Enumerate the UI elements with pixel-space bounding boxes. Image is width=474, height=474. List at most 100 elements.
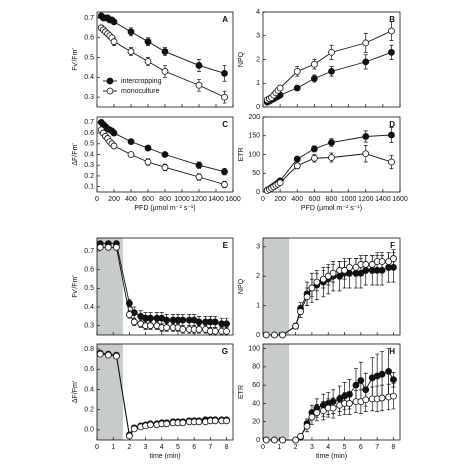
data-point bbox=[211, 417, 219, 425]
data-point bbox=[378, 394, 386, 402]
x-tick-label: 800 bbox=[326, 196, 338, 203]
y-axis-label: NPQ bbox=[238, 278, 245, 294]
y-axis-label: Fv'/Fm' bbox=[72, 275, 79, 298]
data-point bbox=[293, 162, 301, 170]
data-point bbox=[271, 331, 278, 339]
data-point bbox=[223, 417, 230, 425]
data-point bbox=[297, 308, 304, 315]
data-point bbox=[293, 155, 301, 163]
x-tick-label: 3 bbox=[144, 444, 148, 451]
y-tick-label: 20 bbox=[252, 419, 260, 426]
legend-label: intercropping bbox=[121, 78, 162, 85]
x-tick-label: 0 bbox=[95, 196, 99, 203]
x-tick-label: 6 bbox=[192, 444, 196, 451]
series-line bbox=[100, 27, 225, 98]
x-tick-label: 1 bbox=[277, 444, 281, 451]
y-tick-label: 0.3 bbox=[84, 162, 94, 169]
data-point bbox=[195, 173, 203, 181]
x-tick-label: 600 bbox=[309, 196, 321, 203]
data-point bbox=[362, 39, 370, 47]
data-point bbox=[127, 28, 135, 36]
data-point bbox=[147, 421, 154, 429]
data-point bbox=[163, 324, 171, 331]
data-point bbox=[303, 422, 311, 430]
series-line bbox=[267, 30, 392, 101]
panel-letter: A bbox=[222, 15, 228, 24]
x-tick-label: 4 bbox=[326, 444, 330, 451]
data-point bbox=[357, 377, 365, 384]
y-tick-label: 1 bbox=[256, 80, 260, 87]
data-point bbox=[130, 318, 138, 326]
data-point bbox=[329, 404, 337, 412]
x-tick-label: 7 bbox=[208, 444, 212, 451]
y-tick-label: 60 bbox=[252, 382, 260, 389]
shaded-region bbox=[263, 344, 290, 440]
data-point bbox=[110, 18, 118, 26]
data-point bbox=[388, 48, 395, 56]
x-tick-label: 1200 bbox=[358, 196, 374, 203]
data-point bbox=[271, 436, 278, 444]
data-point bbox=[104, 243, 112, 251]
data-point bbox=[276, 84, 284, 92]
data-point bbox=[163, 316, 171, 324]
y-axis-label: Fv'/Fm' bbox=[72, 48, 79, 71]
data-point bbox=[390, 392, 397, 400]
data-point bbox=[195, 326, 203, 333]
data-point bbox=[292, 322, 300, 330]
y-tick-label: 0.4 bbox=[84, 386, 94, 393]
panel-letter: G bbox=[222, 347, 228, 356]
x-tick-label: 1600 bbox=[392, 196, 408, 203]
x-tick-label: 3 bbox=[310, 444, 314, 451]
data-point bbox=[378, 258, 386, 265]
y-tick-label: 0.6 bbox=[84, 267, 94, 274]
data-point bbox=[144, 144, 152, 152]
data-point bbox=[161, 67, 169, 75]
y-tick-label: 0.5 bbox=[84, 285, 94, 292]
data-point bbox=[292, 436, 300, 444]
data-point bbox=[385, 258, 392, 265]
x-tick-label: 400 bbox=[291, 196, 303, 203]
shaded-region bbox=[97, 238, 123, 335]
data-point bbox=[297, 432, 304, 440]
plot-frame bbox=[262, 237, 401, 336]
series-line bbox=[100, 129, 225, 185]
data-point bbox=[303, 293, 311, 301]
data-point bbox=[127, 151, 135, 158]
data-point bbox=[279, 436, 286, 444]
y-tick-label: 3 bbox=[256, 33, 260, 40]
y-axis-label: ETR bbox=[238, 148, 245, 162]
data-point bbox=[161, 163, 169, 171]
y-tick-label: 100 bbox=[248, 151, 260, 158]
x-tick-label: 1200 bbox=[191, 196, 207, 203]
data-point bbox=[262, 436, 270, 444]
data-point bbox=[368, 261, 376, 268]
y-tick-label: 0.6 bbox=[84, 366, 94, 373]
x-tick-label: 400 bbox=[125, 196, 137, 203]
x-tick-label: 2 bbox=[294, 444, 298, 451]
data-point bbox=[388, 27, 395, 35]
data-point bbox=[388, 131, 395, 139]
data-point bbox=[329, 269, 337, 277]
data-point bbox=[310, 75, 318, 82]
data-point bbox=[104, 351, 112, 359]
data-point bbox=[161, 151, 169, 158]
data-point bbox=[328, 154, 335, 161]
x-tick-label: 5 bbox=[176, 444, 180, 451]
data-point bbox=[195, 318, 203, 326]
data-point bbox=[223, 320, 230, 328]
data-point bbox=[328, 67, 335, 75]
y-tick-label: 0.7 bbox=[84, 119, 94, 126]
data-point bbox=[96, 243, 104, 251]
y-tick-label: 4 bbox=[256, 9, 260, 16]
x-axis-label: time (min) bbox=[316, 453, 347, 460]
panel-letter: C bbox=[222, 120, 228, 129]
data-point bbox=[308, 284, 316, 292]
data-point bbox=[161, 48, 169, 55]
data-point bbox=[390, 255, 397, 262]
y-tick-label: 50 bbox=[252, 170, 260, 177]
data-point bbox=[362, 58, 370, 66]
data-point bbox=[313, 409, 321, 416]
data-point bbox=[319, 275, 327, 283]
y-axis-label: ETR bbox=[238, 385, 245, 399]
data-point bbox=[362, 150, 370, 158]
